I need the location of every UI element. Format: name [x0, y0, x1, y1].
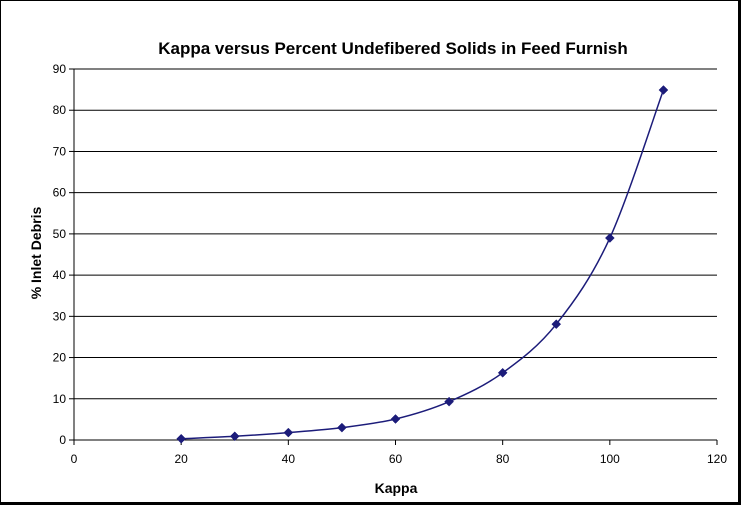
y-tick-label: 60 — [53, 186, 67, 200]
y-tick-label: 30 — [53, 309, 67, 323]
data-point — [284, 428, 293, 437]
data-point — [391, 414, 400, 423]
chart-title: Kappa versus Percent Undefibered Solids … — [158, 39, 628, 58]
x-tick-label: 120 — [707, 452, 727, 466]
x-tick-label: 20 — [174, 452, 188, 466]
gridlines — [74, 69, 717, 399]
x-tick-label: 40 — [282, 452, 296, 466]
x-tick-label: 60 — [389, 452, 403, 466]
x-tick-label: 80 — [496, 452, 510, 466]
y-tick-label: 90 — [53, 62, 67, 76]
y-tick-label: 80 — [53, 103, 67, 117]
x-tick-label: 0 — [71, 452, 78, 466]
y-tick-label: 40 — [53, 268, 67, 282]
y-tick-label: 50 — [53, 227, 67, 241]
y-tick-label: 20 — [53, 351, 67, 365]
y-tick-label: 0 — [59, 433, 66, 447]
data-point — [337, 423, 346, 432]
x-axis-label: Kappa — [375, 480, 418, 496]
y-axis-label: % Inlet Debris — [28, 207, 44, 300]
y-tick-label: 10 — [53, 392, 67, 406]
y-tick-label: 70 — [53, 144, 67, 158]
data-point — [230, 432, 239, 441]
data-point — [177, 434, 186, 443]
axes — [69, 69, 717, 445]
tick-labels: 0 10 20 30 40 50 60 70 80 90 0 20 40 60 80 100 120 — [53, 62, 728, 466]
data-point — [659, 86, 668, 95]
data-point — [605, 234, 614, 243]
data-series — [177, 86, 668, 444]
x-tick-label: 100 — [600, 452, 620, 466]
series-line — [181, 90, 663, 439]
